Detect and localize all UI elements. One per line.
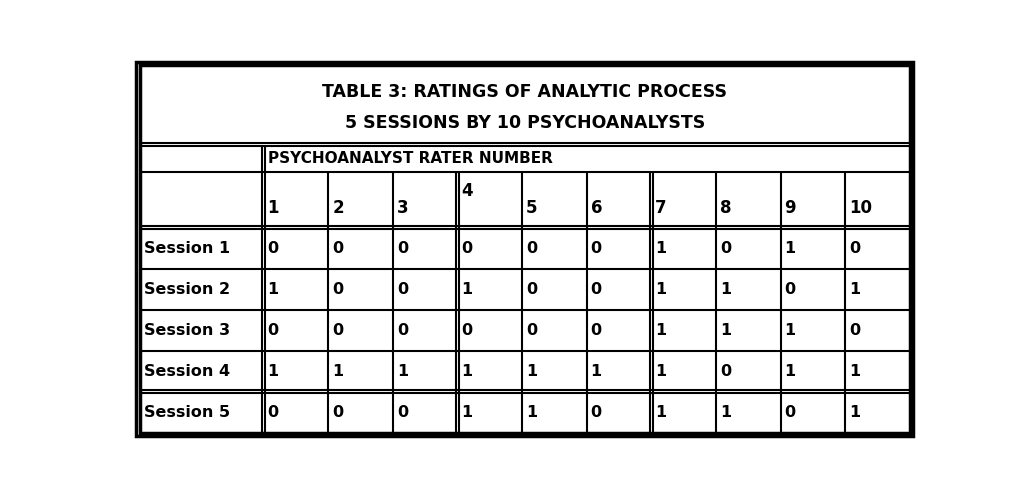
- Text: 0: 0: [591, 405, 602, 420]
- Text: 0: 0: [332, 241, 343, 256]
- Text: 0: 0: [591, 241, 602, 256]
- Text: 1: 1: [655, 241, 667, 256]
- Text: 0: 0: [720, 241, 731, 256]
- Text: 1: 1: [396, 364, 408, 379]
- Text: 9: 9: [784, 199, 797, 217]
- Text: 0: 0: [396, 282, 408, 297]
- Text: 7: 7: [655, 199, 667, 217]
- Text: TABLE 3: RATINGS OF ANALYTIC PROCESS: TABLE 3: RATINGS OF ANALYTIC PROCESS: [323, 83, 727, 101]
- Text: 1: 1: [462, 364, 472, 379]
- Text: 1: 1: [332, 364, 343, 379]
- Text: 4: 4: [462, 181, 473, 200]
- Text: 2: 2: [332, 199, 344, 217]
- Text: 0: 0: [462, 323, 472, 338]
- Text: 1: 1: [849, 282, 860, 297]
- Text: 0: 0: [396, 241, 408, 256]
- Text: Session 4: Session 4: [144, 364, 230, 379]
- Text: 0: 0: [332, 323, 343, 338]
- Text: 1: 1: [591, 364, 602, 379]
- Text: 0: 0: [591, 282, 602, 297]
- Text: 1: 1: [655, 405, 667, 420]
- Text: 1: 1: [526, 405, 538, 420]
- Text: 0: 0: [332, 282, 343, 297]
- Text: 1: 1: [655, 282, 667, 297]
- Text: Session 3: Session 3: [144, 323, 230, 338]
- Text: 1: 1: [267, 199, 279, 217]
- Text: 1: 1: [849, 364, 860, 379]
- Text: 0: 0: [267, 241, 279, 256]
- Text: 0: 0: [784, 282, 796, 297]
- Text: 10: 10: [849, 199, 872, 217]
- Text: 3: 3: [396, 199, 409, 217]
- Text: 1: 1: [526, 364, 538, 379]
- Text: 1: 1: [720, 405, 731, 420]
- Text: 5 SESSIONS BY 10 PSYCHOANALYSTS: 5 SESSIONS BY 10 PSYCHOANALYSTS: [345, 114, 705, 132]
- Text: 0: 0: [462, 241, 472, 256]
- Text: 0: 0: [526, 241, 538, 256]
- Text: 5: 5: [526, 199, 538, 217]
- Text: 1: 1: [720, 323, 731, 338]
- Text: 1: 1: [849, 405, 860, 420]
- Text: 1: 1: [462, 282, 472, 297]
- Text: 1: 1: [462, 405, 472, 420]
- Text: 0: 0: [720, 364, 731, 379]
- Text: 1: 1: [655, 323, 667, 338]
- Text: 6: 6: [591, 199, 602, 217]
- Text: Session 2: Session 2: [144, 282, 230, 297]
- Text: Session 1: Session 1: [144, 241, 230, 256]
- Text: 0: 0: [526, 323, 538, 338]
- Text: 1: 1: [784, 241, 796, 256]
- Text: 1: 1: [267, 282, 279, 297]
- Text: 0: 0: [332, 405, 343, 420]
- Text: PSYCHOANALYST RATER NUMBER: PSYCHOANALYST RATER NUMBER: [268, 151, 553, 166]
- Text: 0: 0: [849, 323, 860, 338]
- Text: 0: 0: [267, 323, 279, 338]
- Text: 0: 0: [396, 323, 408, 338]
- Text: 8: 8: [720, 199, 731, 217]
- Text: 0: 0: [591, 323, 602, 338]
- Text: 1: 1: [720, 282, 731, 297]
- Text: 0: 0: [784, 405, 796, 420]
- Text: Session 5: Session 5: [144, 405, 230, 420]
- Text: 1: 1: [784, 323, 796, 338]
- Text: 1: 1: [267, 364, 279, 379]
- Text: 1: 1: [784, 364, 796, 379]
- Text: 0: 0: [396, 405, 408, 420]
- Text: 0: 0: [267, 405, 279, 420]
- Text: 0: 0: [849, 241, 860, 256]
- Text: 0: 0: [526, 282, 538, 297]
- Text: 1: 1: [655, 364, 667, 379]
